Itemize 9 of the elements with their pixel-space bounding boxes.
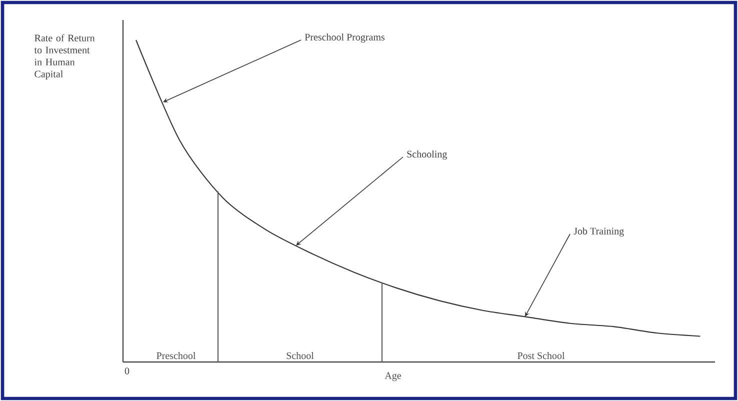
y-axis-title: Rate of Return to Investment in Human Capital — [34, 34, 95, 80]
text: 0 — [124, 368, 130, 374]
annotation: Preschool Programs — [304, 33, 385, 43]
annotation: Post School — [518, 352, 565, 360]
annotation: Job Training — [574, 227, 624, 237]
x-axis-title: Age — [384, 372, 401, 382]
annotation: Preschool — [156, 352, 196, 360]
annotation: Schooling — [407, 150, 447, 160]
annotation: School — [286, 352, 314, 360]
